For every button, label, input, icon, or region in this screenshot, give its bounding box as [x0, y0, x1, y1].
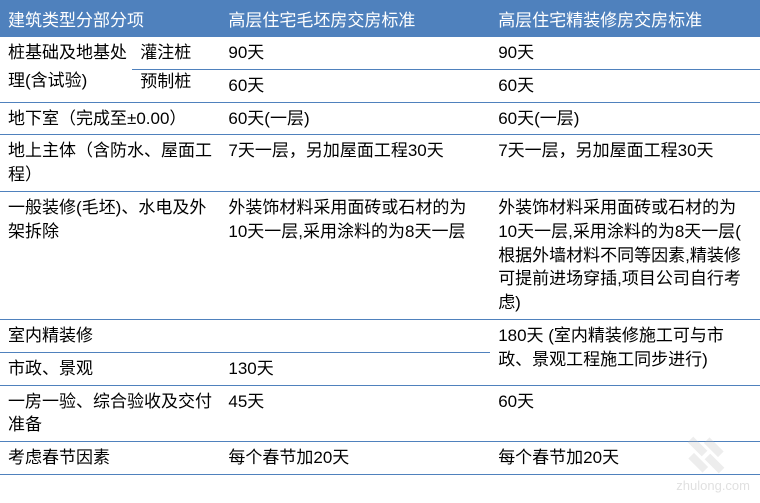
header-col2: 高层住宅毛坯房交房标准	[220, 0, 490, 37]
cell: 60天(一层)	[220, 102, 490, 135]
cell: 7天一层，另加屋面工程30天	[490, 135, 760, 192]
cell-value: 60天	[220, 70, 490, 102]
foundation-main-label: 桩基础及地基处	[0, 37, 132, 69]
cell-value: 90天	[220, 37, 490, 69]
cell: 60天(一层)	[490, 102, 760, 135]
cell: 每个春节加20天	[220, 442, 490, 475]
header-row: 建筑类型分部分项 高层住宅毛坯房交房标准 高层住宅精装修房交房标准	[0, 0, 760, 37]
cell: 市政、景观	[0, 352, 220, 385]
cell: 60天	[490, 385, 760, 442]
cell-merged: 180天 (室内精装修施工可与市政、景观工程施工同步进行)	[490, 319, 760, 385]
cell: 外装饰材料采用面砖或石材的为10天一层,采用涂料的为8天一层	[220, 191, 490, 319]
construction-standards-table: 建筑类型分部分项 高层住宅毛坯房交房标准 高层住宅精装修房交房标准 桩基础及地基…	[0, 0, 760, 475]
watermark-text: zhulong.com	[676, 478, 750, 493]
cell: 地下室（完成至±0.00）	[0, 102, 220, 135]
table-row: 一般装修(毛坯)、水电及外架拆除 外装饰材料采用面砖或石材的为10天一层,采用涂…	[0, 191, 760, 319]
table-row: 地上主体（含防水、屋面工程） 7天一层，另加屋面工程30天 7天一层，另加屋面工…	[0, 135, 760, 192]
cell: 130天	[220, 352, 490, 385]
cell: 一房一验、综合验收及交付准备	[0, 385, 220, 442]
table-row: 室内精装修 180天 (室内精装修施工可与市政、景观工程施工同步进行)	[0, 319, 760, 352]
cell: 考虑春节因素	[0, 442, 220, 475]
cell-foundation: 桩基础及地基处 灌注桩 理(含试验) 预制桩	[0, 37, 220, 102]
cell: 7天一层，另加屋面工程30天	[220, 135, 490, 192]
foundation-sub2: 预制桩	[132, 69, 220, 98]
cell-value: 90天	[490, 37, 760, 69]
foundation-sub1: 灌注桩	[132, 37, 220, 69]
table-row: 桩基础及地基处 灌注桩 理(含试验) 预制桩 90天 60天 90天 60天	[0, 37, 760, 102]
foundation-main-label2: 理(含试验)	[0, 69, 132, 98]
cell	[220, 319, 490, 352]
cell: 外装饰材料采用面砖或石材的为10天一层,采用涂料的为8天一层( 根据外墙材料不同…	[490, 191, 760, 319]
table-row: 考虑春节因素 每个春节加20天 每个春节加20天	[0, 442, 760, 475]
table-row: 一房一验、综合验收及交付准备 45天 60天	[0, 385, 760, 442]
cell-value: 60天	[490, 70, 760, 102]
cell: 90天 60天	[490, 37, 760, 102]
table-row: 地下室（完成至±0.00） 60天(一层) 60天(一层)	[0, 102, 760, 135]
cell: 地上主体（含防水、屋面工程）	[0, 135, 220, 192]
watermark-icon	[676, 435, 736, 475]
watermark: zhulong.com	[676, 435, 750, 493]
cell: 一般装修(毛坯)、水电及外架拆除	[0, 191, 220, 319]
cell: 室内精装修	[0, 319, 220, 352]
cell: 90天 60天	[220, 37, 490, 102]
header-col1: 建筑类型分部分项	[0, 0, 220, 37]
cell: 45天	[220, 385, 490, 442]
header-col3: 高层住宅精装修房交房标准	[490, 0, 760, 37]
